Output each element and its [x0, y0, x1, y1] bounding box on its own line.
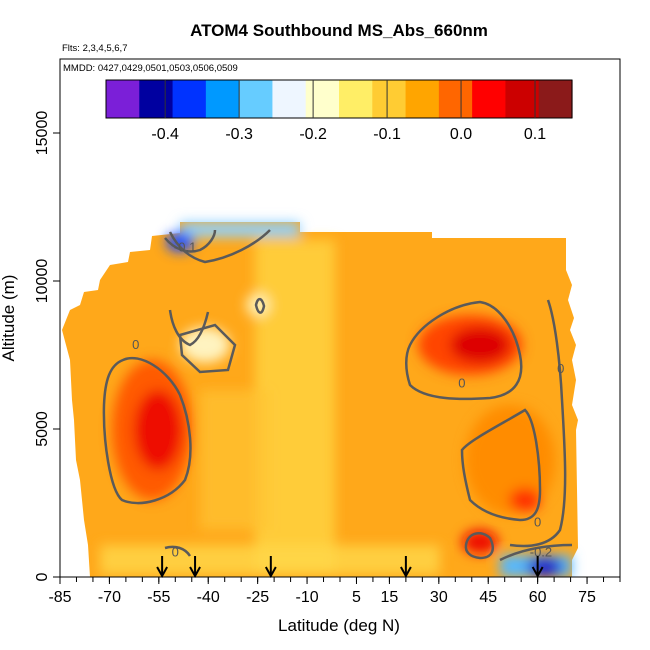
colorbar-swatch [172, 80, 207, 118]
profile-arrow [400, 556, 412, 579]
contour-label: -0.1 [174, 239, 196, 254]
y-tick-label: 0 [34, 572, 51, 581]
y-axis-label: Altitude (m) [0, 275, 18, 362]
contour-top-left-b [164, 229, 217, 253]
profile-arrow [264, 556, 277, 579]
colorbar-swatch [538, 80, 573, 118]
profile-arrow [189, 556, 201, 579]
colorbar-tick-label: -0.3 [225, 126, 253, 143]
colorbar-tick-label: 0.0 [450, 126, 472, 143]
colorbar-tick-label: -0.2 [299, 126, 327, 143]
x-axis-label: Latitude (deg N) [278, 616, 400, 635]
colorbar-swatch [205, 80, 240, 118]
colorbar-swatch [405, 80, 440, 118]
field-red-north-core [450, 327, 510, 363]
field-yellow-band-2 [200, 390, 270, 530]
colorbar-swatch [106, 80, 140, 118]
colorbar [105, 79, 573, 119]
contour-small-loop [254, 297, 266, 314]
field-blue-top [180, 222, 300, 237]
contour-label: -0.2 [530, 544, 552, 559]
x-tick-label: 60 [529, 589, 547, 606]
contour-low-loop [464, 532, 494, 560]
colorbar-swatch [272, 80, 307, 118]
contour-top-left [168, 229, 271, 264]
colorbar-tick-label: -0.1 [373, 126, 401, 143]
profile-arrow [531, 556, 544, 579]
field-blue-bottom-core [527, 557, 563, 577]
x-tick-label: -25 [246, 589, 269, 606]
colorbar-frame [105, 79, 573, 119]
contour-label: 0 [557, 361, 564, 376]
colorbar-swatch [305, 80, 340, 118]
colorbar-swatch [372, 80, 407, 118]
x-tick-label: 45 [479, 589, 497, 606]
y-tick-label: 10000 [34, 259, 51, 304]
x-tick-label: 5 [352, 589, 361, 606]
x-tick-label: 15 [381, 589, 399, 606]
field-red-south-core [134, 390, 182, 470]
colorbar-swatch [239, 80, 274, 118]
colorbar-swatch [139, 80, 174, 118]
contour-0-ne [460, 408, 542, 522]
x-tick-label: -40 [197, 589, 220, 606]
contour-label: 0 [534, 515, 541, 530]
flights-note: Flts: 2,3,4,5,6,7 [62, 43, 127, 54]
field-light-patch [180, 327, 230, 363]
contour-west-top [168, 309, 210, 347]
chart-title: ATOM4 Southbound MS_Abs_660nm [190, 21, 488, 40]
contour-label: 0 [132, 337, 139, 352]
x-tick-label: 75 [578, 589, 596, 606]
y-axis: 0 5000 10000 15000 [34, 111, 60, 581]
x-tick-label: -10 [295, 589, 318, 606]
contour-0-south [102, 357, 192, 505]
colorbar-tick-label: 0.1 [524, 126, 546, 143]
profile-arrow [156, 556, 168, 579]
colorbar-ticks: -0.4 -0.3 -0.2 -0.1 0.0 0.1 [151, 80, 546, 143]
y-tick-label: 15000 [34, 111, 51, 156]
x-tick-label: -85 [48, 589, 71, 606]
contour-label: 0 [172, 544, 179, 559]
contour-0-right [509, 299, 567, 548]
contour-label: 0 [458, 376, 465, 391]
field-light-patch-2 [246, 293, 270, 317]
x-tick-label: -70 [98, 589, 121, 606]
x-tick-label: 30 [430, 589, 448, 606]
contour-bottom-right [499, 543, 573, 562]
contour-bottom-left [164, 545, 192, 557]
x-axis: -85 -70 -55 -40 -25 -10 5 15 30 45 60 75 [48, 577, 621, 606]
contours [102, 229, 573, 562]
colorbar-swatch [339, 80, 373, 118]
colorbar-swatch [505, 80, 540, 118]
colorbar-tick-label: -0.4 [151, 126, 179, 143]
profile-arrows [156, 556, 544, 579]
colorbar-swatch [472, 80, 507, 118]
contour-box [178, 323, 237, 374]
y-tick-label: 5000 [34, 411, 51, 447]
dates-note: MMDD: 0427,0429,0501,0503,0506,0509 [63, 63, 238, 74]
heatmap [62, 222, 578, 577]
colorbar-swatch [438, 80, 473, 118]
contour-0-north [405, 300, 523, 401]
field-red-small [509, 488, 541, 512]
x-tick-label: -55 [147, 589, 170, 606]
contour-labels: -0.1 0 0 0 0 0 -0.2 [132, 239, 564, 559]
